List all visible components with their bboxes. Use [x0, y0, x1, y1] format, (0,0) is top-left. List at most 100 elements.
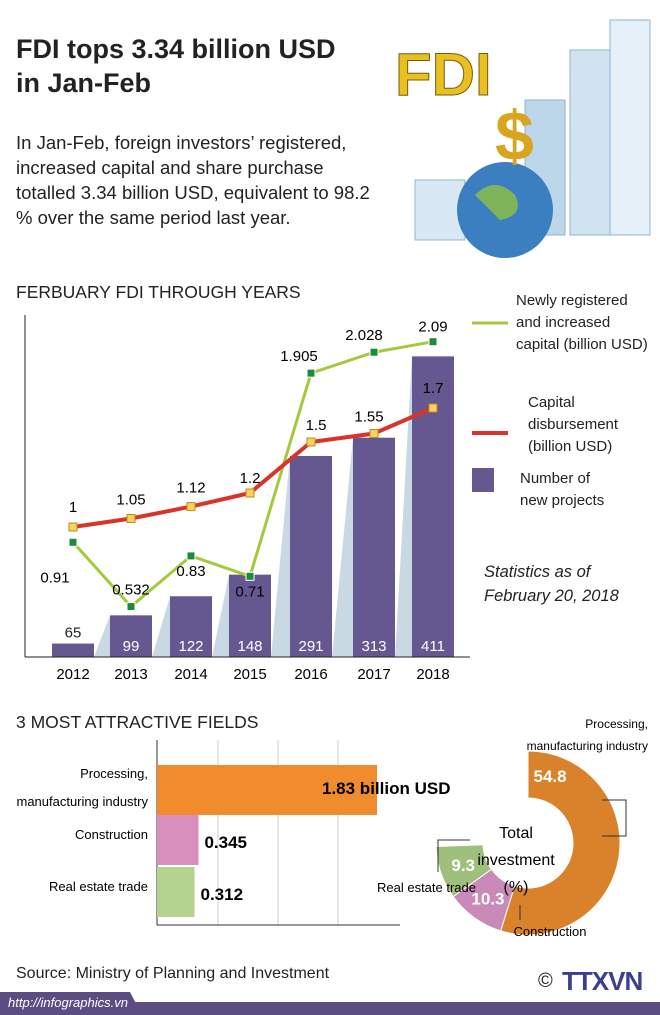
x-tick-label: 2018 [416, 666, 449, 683]
ttxvn-logo: TTXVN [562, 966, 643, 996]
line-value-label: 0.71 [235, 583, 264, 600]
donut-value-label: 9.3 [451, 856, 475, 875]
title-line-2: in Jan-Feb [16, 68, 152, 98]
line-value-label: 1.5 [306, 417, 327, 434]
bar-2017 [353, 437, 395, 657]
fields-bar-chart: 1.83 billion USD Processing, manufacturing… [16, 740, 450, 926]
bar-label: 291 [298, 638, 323, 655]
bar-2014 [170, 596, 212, 657]
bar-label: 65 [65, 625, 82, 642]
line-value-label: 0.83 [176, 563, 205, 580]
donut-center-label: (%) [504, 879, 529, 896]
line-value-label: 2.09 [418, 319, 447, 336]
donut-category-label: Processing, [585, 717, 648, 731]
line-value-label: 1.7 [423, 380, 444, 397]
donut-slice-2 [435, 844, 493, 898]
donut-center-label: Total [499, 825, 533, 842]
donut-center-label: investment [477, 852, 555, 869]
x-tick-label: 2013 [114, 666, 147, 683]
x-tick-label: 2014 [174, 666, 207, 683]
bar-label: 411 [421, 638, 445, 655]
line-marker [126, 514, 136, 523]
x-tick-label: 2012 [56, 666, 89, 683]
bar-label: 122 [178, 638, 203, 655]
leader-line [437, 839, 470, 872]
bar-value-label: 1.83 billion USD [322, 779, 450, 798]
category-label: Construction [75, 827, 148, 842]
bar-2 [157, 867, 195, 917]
line-value-label: 1.905 [280, 348, 318, 365]
bar-shading [395, 356, 412, 657]
category-label: manufacturing industry [16, 794, 148, 809]
legend-green: Newly registered and increased capital (bi… [516, 292, 648, 353]
line-marker [186, 551, 196, 561]
line-marker [68, 537, 78, 547]
bar-0 [157, 765, 377, 815]
page-title: FDI tops 3.34 billion USD in Jan-Feb [16, 32, 376, 100]
bar-label: 99 [123, 638, 140, 655]
line-marker [245, 571, 255, 581]
bar-2015 [229, 574, 271, 657]
line-marker [306, 437, 316, 447]
legend-bars: Number of new projects [520, 470, 605, 509]
copyright-icon: © [538, 970, 553, 992]
donut-category-label: manufacturing industry [527, 739, 648, 753]
fdi-logo-text: FDI [395, 41, 492, 108]
category-label: Real estate trade [49, 879, 148, 894]
line-marker [245, 488, 255, 498]
bar-1 [157, 815, 199, 865]
line-value-label: 0.532 [112, 582, 150, 599]
line-marker [428, 337, 438, 347]
bar-label: 313 [361, 638, 386, 655]
bar-shading [332, 437, 353, 657]
website-link[interactable]: http://infographics.vn [8, 995, 128, 1010]
line-marker [428, 403, 438, 413]
line-marker [306, 368, 316, 378]
bar-2012 [52, 643, 94, 657]
line-marker [68, 522, 78, 532]
line-value-label: 1 [69, 499, 77, 516]
bar-2013 [110, 615, 152, 657]
source-text: Source: Ministry of Planning and Investm… [16, 965, 330, 982]
fields-title: 3 MOST ATTRACTIVE FIELDS [16, 712, 259, 732]
bar-value-label: 0.312 [201, 885, 244, 904]
bar-shading [94, 615, 110, 657]
bar-label: 148 [237, 638, 262, 655]
donut-slice-0 [500, 750, 621, 936]
line-value-label: 1.55 [354, 409, 383, 426]
donut-category-label: Construction [514, 924, 587, 939]
line-marker [369, 347, 379, 357]
bar-shading [212, 574, 229, 657]
line-value-label: 1.2 [240, 470, 261, 487]
line-marker [186, 502, 196, 512]
title-line-1: FDI tops 3.34 billion USD [16, 34, 336, 64]
statistics-note: Statistics as of February 20, 2018 [484, 563, 619, 605]
intro-text: In Jan-Feb, foreign investors’ registere… [16, 132, 370, 228]
line-value-label: 1.12 [176, 480, 205, 497]
chart-title: FERBUARY FDI THROUGH YEARS [16, 282, 301, 302]
fdi-illustration: $ FDI [395, 19, 651, 258]
line-value-label: 0.91 [40, 569, 69, 586]
line-marker [369, 429, 379, 438]
footer-bar [0, 992, 660, 1015]
line-value-label: 2.028 [345, 327, 383, 344]
legend-red: Capital disbursement (billion USD) [528, 394, 619, 455]
x-tick-label: 2015 [233, 666, 266, 683]
donut-value-label: 10.3 [471, 890, 504, 909]
x-tick-label: 2016 [294, 666, 327, 683]
line-value-label: 1.05 [116, 492, 145, 509]
leader-line [602, 799, 627, 837]
combo-chart: 65 99 122 148 291 313 411 2012 2013 2014 2015 2016 2… [24, 315, 470, 683]
bar-2016 [290, 455, 332, 657]
legend-bar-swatch [472, 468, 494, 492]
donut-category-label: Real estate trade [377, 880, 476, 895]
bar-value-label: 0.345 [204, 833, 247, 852]
dollar-icon: $ [495, 97, 534, 175]
legend-swatches [472, 321, 508, 492]
line-marker [126, 602, 136, 612]
donut-value-label: 54.8 [534, 767, 567, 786]
bar-shading [152, 596, 170, 657]
x-tick-label: 2017 [357, 666, 390, 683]
investment-donut-chart: 54.8 10.3 9.3 Total investment (%) Processing,… [377, 717, 648, 939]
